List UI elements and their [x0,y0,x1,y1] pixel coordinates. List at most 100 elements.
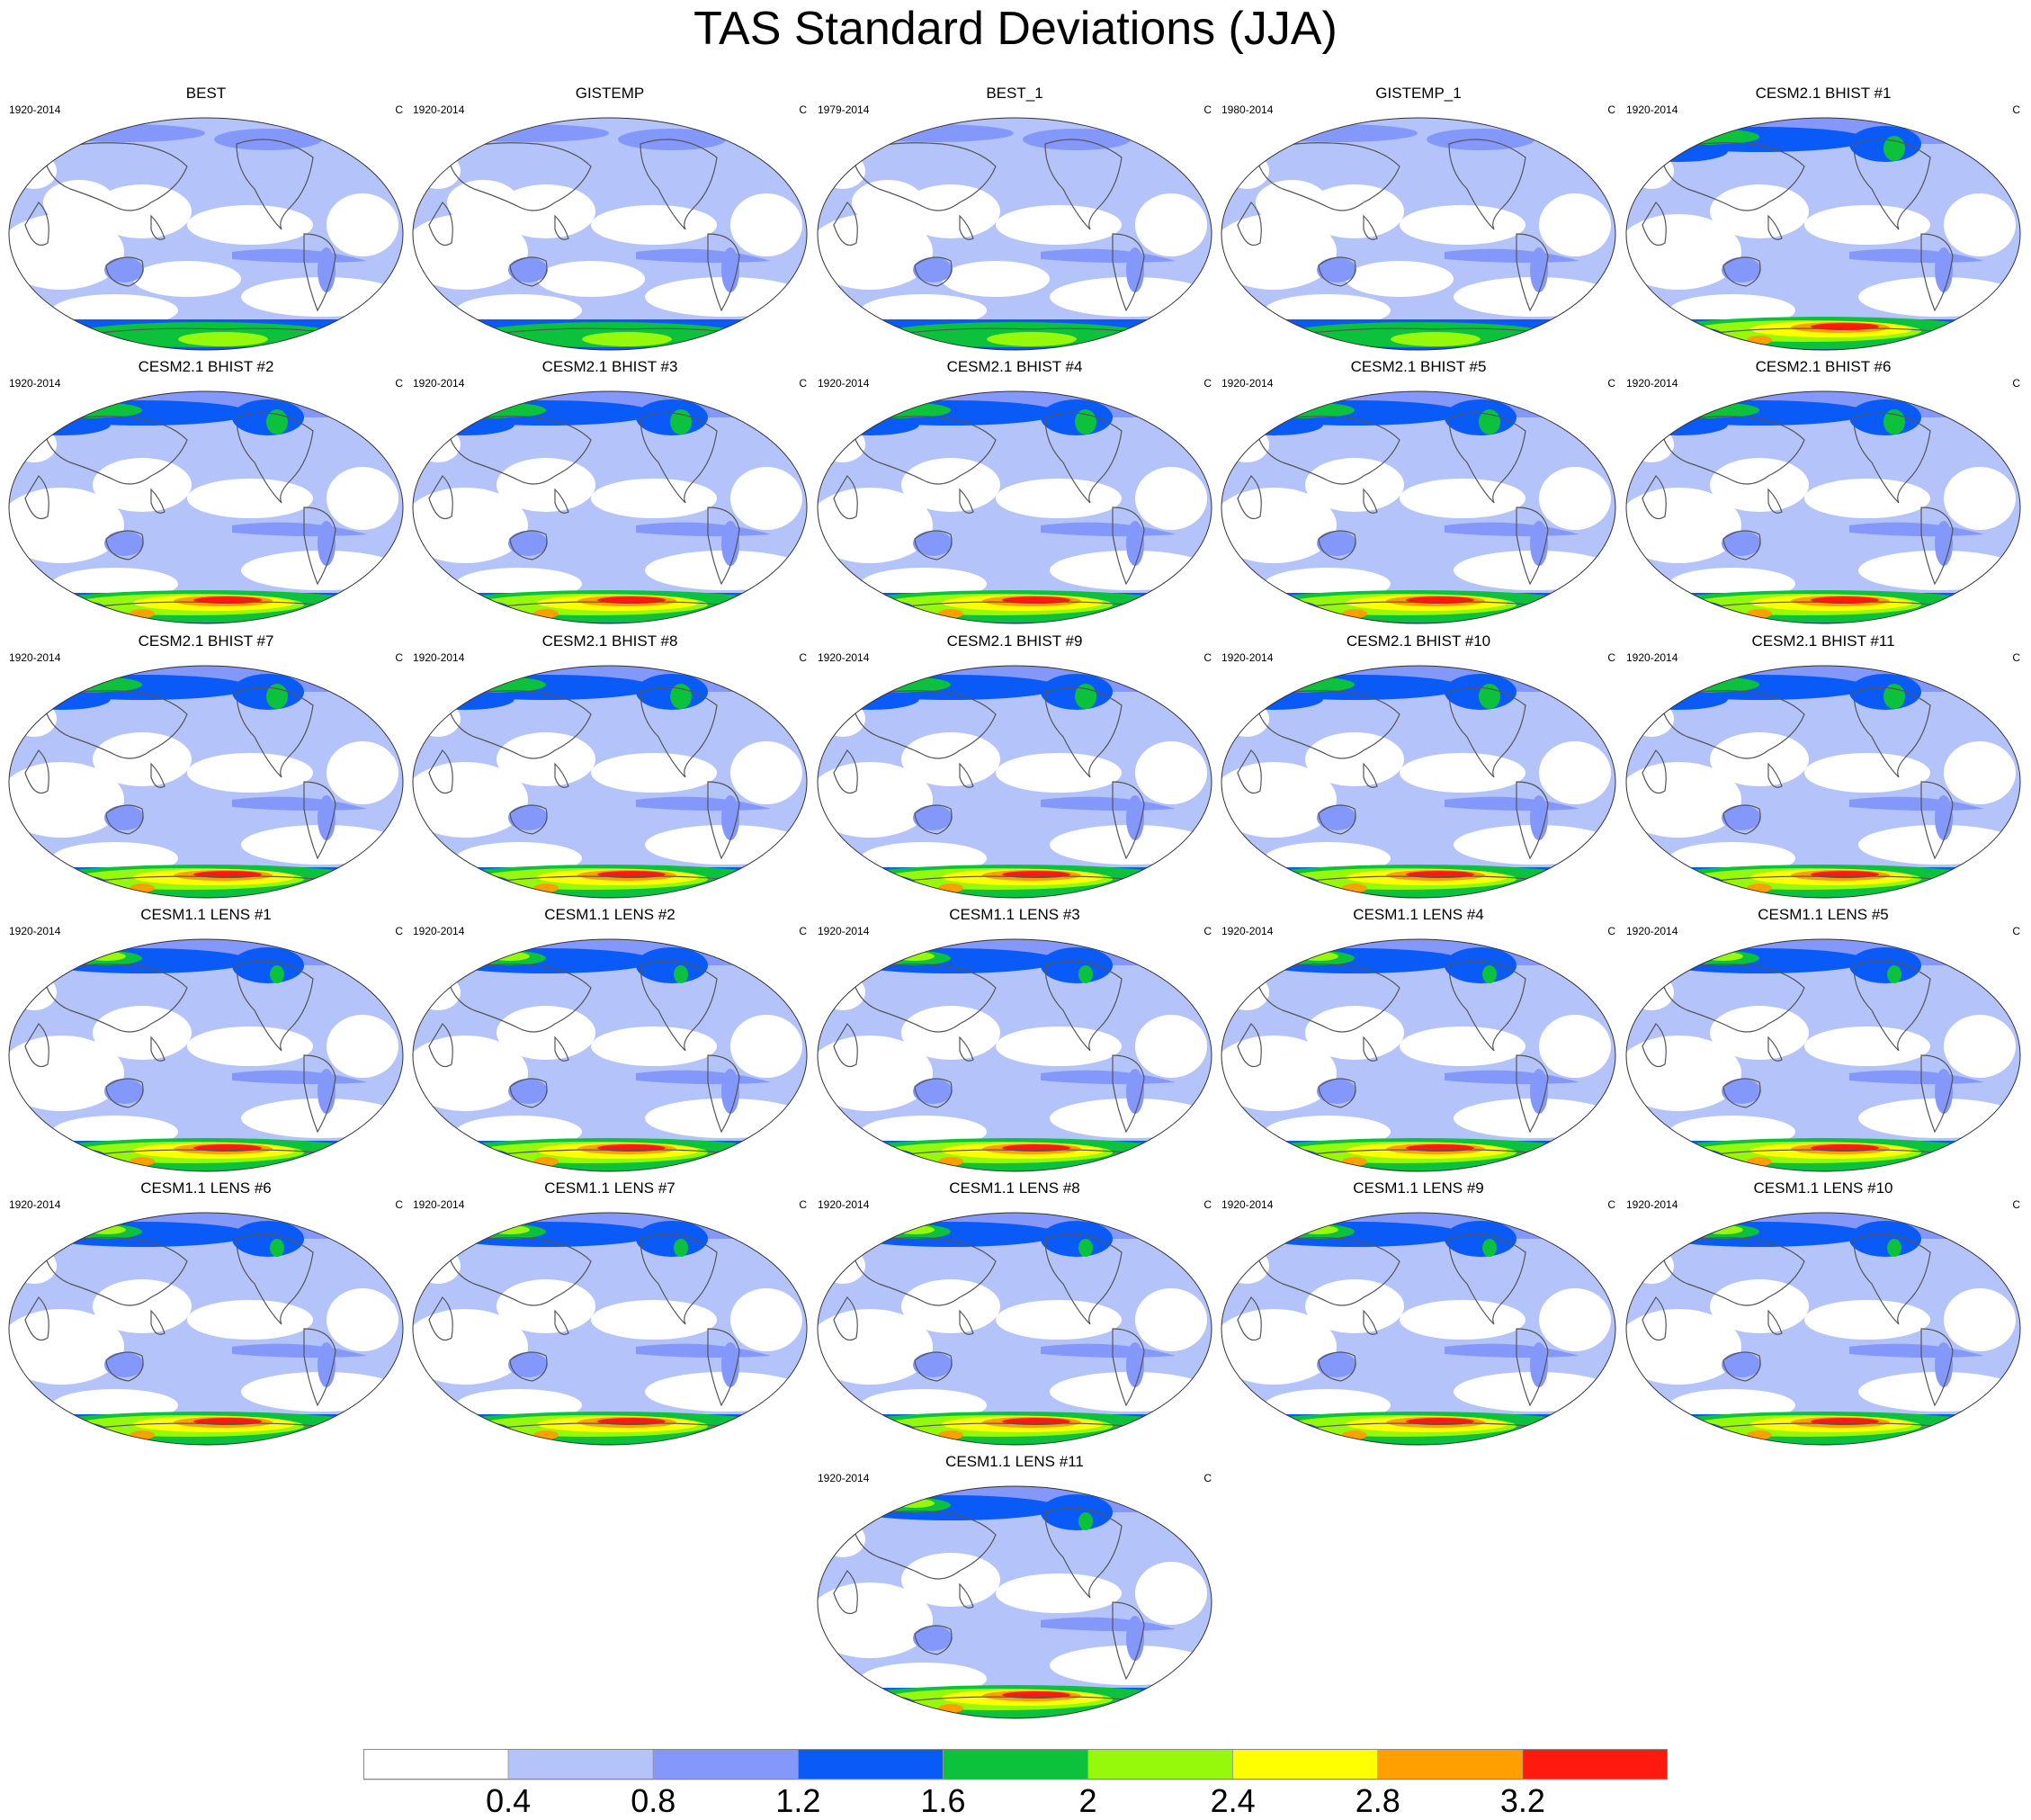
shading-region [913,1626,953,1651]
shading-region [1704,1225,1743,1234]
map-panel: CESM1.1 LENS #4 1920-2014 C [1216,906,1621,1176]
shading-region [1126,247,1144,292]
coastline [959,1036,974,1062]
shading-region [1221,214,1337,290]
coastline [1363,488,1378,514]
shading-region [1445,1221,1517,1257]
shading-region [1221,1309,1337,1385]
shading-region [1530,1069,1548,1114]
shading-region [1135,1015,1207,1078]
shading-region [1224,701,1269,737]
coastline [150,1036,166,1062]
colorbar-swatch [507,1749,654,1780]
shading-region [1747,1430,1772,1439]
shading-region [1224,426,1269,462]
coastline [914,1351,953,1382]
panel-years: 1920-2014 [818,1198,870,1211]
shading-region [1400,753,1525,793]
coastline [303,1054,336,1134]
map-frame [8,1212,404,1446]
coastline [1516,781,1549,860]
shading-region [1935,1069,1953,1114]
shading-region [104,257,144,282]
shading-region [1935,1342,1953,1387]
shading-region [1482,1239,1497,1257]
shading-region [1041,947,1113,983]
shading-region [1482,965,1497,983]
world-map [1221,117,1616,351]
shading-region [1669,1149,1723,1163]
map-panel: CESM2.1 BHIST #11 1920-2014 C [1621,632,2026,902]
shading-region [1804,205,1930,245]
shading-region [456,601,510,615]
coastline [554,214,569,240]
shading-region [913,1079,953,1104]
shading-region [318,521,336,566]
shading-region [456,1149,510,1163]
shading-region [1626,214,1741,290]
coastline [1237,1023,1262,1068]
world-map [1625,390,2021,624]
panel-years: 1980-2014 [1221,103,1274,116]
shading-region [318,795,336,840]
shading-region [938,1704,963,1713]
shading-region [1126,1069,1144,1114]
map-frame [8,117,404,351]
coastline [1920,233,1954,312]
panel-unit: C [395,925,403,937]
panel-years: 1920-2014 [1626,103,1678,116]
panel-years: 1920-2014 [1221,377,1274,390]
shading-region [456,1422,510,1437]
coastline [914,1625,953,1655]
shading-region [416,1248,461,1284]
shading-region [1710,1279,1809,1333]
shading-region [1135,1288,1207,1351]
coastline [833,475,858,520]
coastline [303,1328,336,1407]
panel-unit: C [1203,103,1212,116]
coastline [833,202,858,247]
shading-region [1400,479,1525,518]
map-frame [817,390,1212,624]
coastline [1920,1054,1954,1134]
coastline [707,781,740,860]
world-map [1625,117,2021,351]
shading-region [1224,1248,1269,1284]
shading-region [1887,1239,1901,1257]
shading-region [104,531,144,556]
world-map [1625,665,2021,899]
panel-title: CESM2.1 BHIST #4 [946,358,1083,375]
shading-region [1629,153,1674,189]
shading-region [1305,1279,1404,1333]
coastline [640,139,718,230]
shading-region [34,400,250,426]
map-panel: CESM2.1 BHIST #10 1920-2014 C [1216,632,1621,902]
panel-unit: C [799,377,807,390]
coastline [1363,1309,1378,1335]
shading-region [1126,795,1144,840]
panel-unit: C [1203,1472,1212,1484]
coastline [1044,1233,1123,1325]
colorbar-tick-label: 2.8 [1355,1782,1400,1819]
shading-region [1530,795,1548,840]
colorbar-tick-label: 2.4 [1210,1782,1256,1819]
map-panel: CESM1.1 LENS #2 1920-2014 C [407,906,812,1176]
panel-title: BEST [185,85,227,102]
panel-years: 1920-2014 [1626,925,1678,937]
shading-region [34,1222,250,1247]
shading-region [1126,521,1144,566]
shading-region [1944,1288,2016,1351]
panel-unit: C [2012,377,2020,390]
shading-region [1722,805,1761,830]
shading-region [93,458,192,512]
shading-region [1747,609,1772,618]
shading-region [93,732,192,786]
panel-title: CESM2.1 BHIST #1 [1755,85,1892,102]
panel-title: CESM1.1 LENS #10 [1753,1179,1893,1197]
coastline [1255,690,1400,759]
coastline [24,1023,49,1068]
panel-years: 1920-2014 [1221,651,1274,664]
coastline [707,1054,740,1134]
shading-region [1804,1027,1930,1066]
coastline [1853,139,1931,230]
